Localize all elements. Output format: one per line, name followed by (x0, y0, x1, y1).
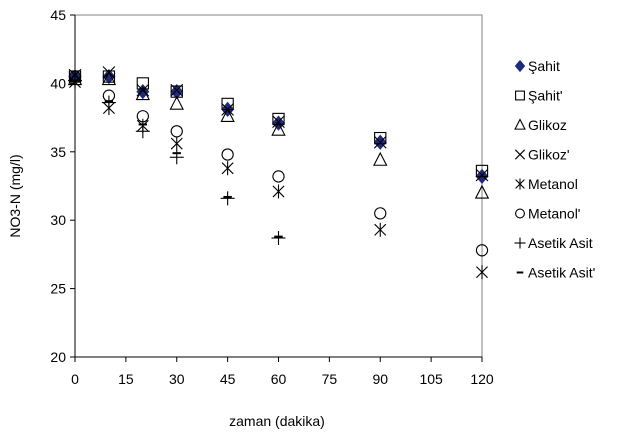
legend-item: Glikoz (514, 117, 567, 133)
y-tick-label: 20 (50, 349, 66, 365)
y-tick-label: 25 (50, 281, 66, 297)
data-point (221, 148, 234, 161)
data-point (220, 191, 235, 206)
data-point (101, 71, 117, 86)
x-tick-label: 90 (372, 371, 388, 387)
x-tick-label: 30 (169, 371, 185, 387)
data-point (169, 95, 184, 110)
series-8 (70, 79, 283, 238)
data-point (170, 83, 184, 97)
x-axis: 0 15 30 45 60 75 90 105 120 (71, 356, 494, 387)
x-tick-label: 105 (419, 371, 443, 387)
legend-marker (514, 149, 526, 160)
data-point (475, 244, 489, 257)
data-point (272, 184, 285, 199)
data-point (102, 66, 116, 79)
x-tick-label: 60 (271, 371, 287, 387)
data-point (474, 184, 490, 199)
legend-item: Asetik Asit (514, 235, 593, 251)
x-tick-label: 15 (118, 371, 134, 387)
data-point (271, 230, 286, 245)
legend-marker (515, 178, 525, 190)
data-point (374, 222, 387, 237)
data-point (272, 170, 285, 183)
data-point (102, 68, 116, 85)
legend-item: Şahit' (515, 88, 563, 104)
legend-marker (514, 118, 526, 130)
legend-marker (514, 237, 526, 249)
series-4 (68, 66, 489, 182)
data-markers (67, 66, 490, 280)
data-point (475, 164, 489, 178)
legend-label: Asetik Asit (528, 235, 593, 251)
x-tick-label: 0 (71, 371, 79, 387)
series-5 (69, 75, 488, 280)
data-point (136, 83, 150, 97)
x-axis-title: zaman (dakika) (229, 413, 325, 429)
legend-item: Glikoz' (514, 147, 570, 163)
series-7 (68, 73, 286, 245)
x-tick-label: 75 (322, 371, 338, 387)
legend-marker (515, 208, 525, 219)
legend-marker (515, 90, 525, 101)
legend-label: Metanol (528, 176, 578, 192)
data-point (220, 108, 235, 123)
data-point (373, 135, 387, 149)
x-tick-label: 120 (470, 371, 494, 387)
data-point (135, 124, 150, 139)
data-point (170, 83, 184, 100)
legend: Şahit Şahit' Glikoz Glikoz' Metanol Metanol' A… (514, 58, 595, 281)
data-point (476, 265, 488, 280)
y-tick-label: 35 (50, 144, 66, 160)
data-point (374, 207, 387, 220)
y-tick-label: 40 (50, 75, 66, 91)
legend-label: Glikoz (528, 117, 567, 133)
data-point (221, 103, 234, 116)
legend-label: Glikoz' (528, 147, 570, 163)
legend-label: Metanol' (528, 206, 580, 222)
y-axis: 20 25 30 35 40 45 (50, 7, 76, 365)
legend-item: Metanol' (515, 206, 580, 222)
y-axis-title: NO3-N (mg/l) (7, 154, 23, 237)
data-point (374, 131, 387, 145)
data-point (221, 161, 234, 176)
y-tick-label: 30 (50, 212, 66, 228)
legend-item: Asetik Asit' (516, 265, 595, 281)
data-point (101, 95, 116, 110)
x-tick-label: 45 (220, 371, 236, 387)
series-6 (68, 70, 489, 257)
y-tick-label: 45 (50, 7, 66, 23)
data-point (373, 151, 388, 166)
series-3 (67, 71, 490, 199)
data-point (272, 112, 285, 126)
legend-item: Şahit (514, 58, 560, 74)
legend-label: Şahit' (528, 88, 563, 104)
data-point (272, 115, 285, 129)
legend-label: Asetik Asit' (528, 265, 595, 281)
legend-label: Şahit (528, 58, 560, 74)
data-point (102, 70, 116, 83)
legend-marker (514, 59, 526, 73)
data-point (136, 77, 149, 90)
data-point (170, 125, 183, 138)
data-point (170, 136, 183, 151)
data-point (136, 110, 149, 123)
series-1 (68, 68, 489, 185)
data-point (475, 168, 489, 182)
data-point (271, 121, 286, 136)
legend-item: Metanol (515, 176, 578, 192)
